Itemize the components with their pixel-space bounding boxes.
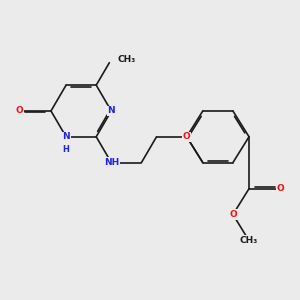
Text: CH₃: CH₃ [240, 236, 258, 245]
Text: O: O [276, 184, 284, 193]
Text: O: O [229, 210, 237, 219]
Text: N: N [62, 132, 70, 141]
Text: CH₃: CH₃ [117, 55, 136, 64]
Text: N: N [107, 106, 115, 116]
Text: O: O [183, 132, 190, 141]
Text: O: O [16, 106, 24, 116]
Text: H: H [63, 145, 70, 154]
Text: NH: NH [104, 158, 119, 167]
